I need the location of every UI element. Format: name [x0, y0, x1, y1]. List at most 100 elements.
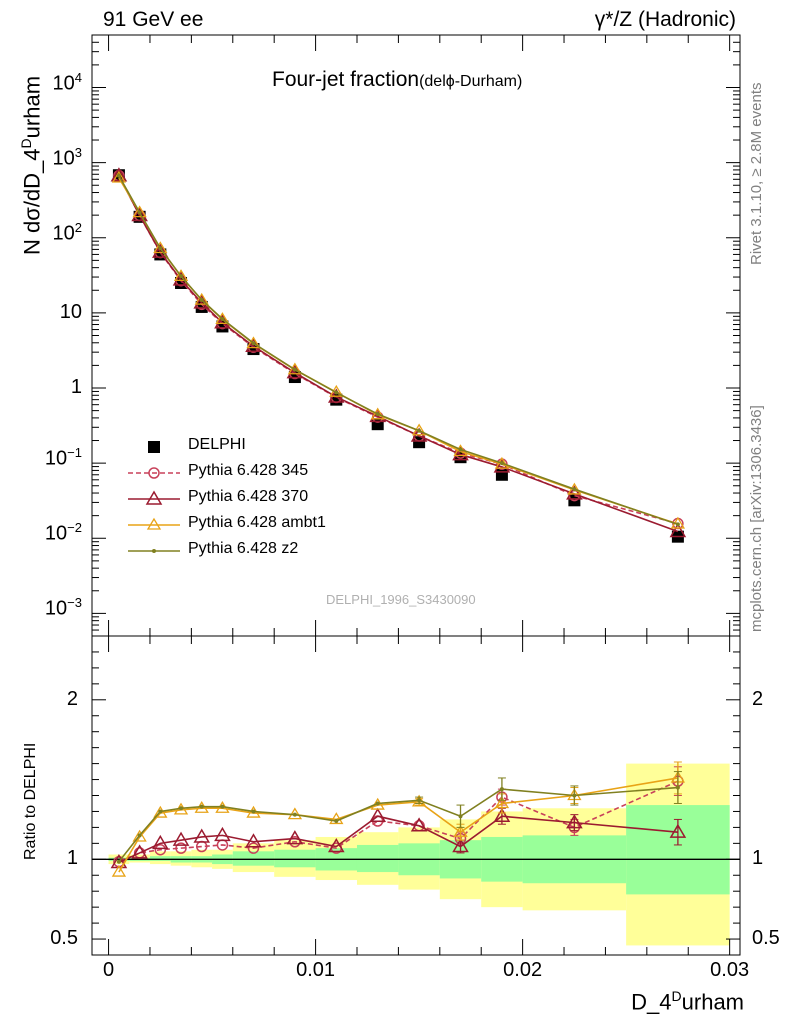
rivet-label: Rivet 3.1.10, ≥ 2.8M events	[748, 82, 765, 266]
main-series-point	[199, 297, 204, 302]
main-series-point	[675, 522, 680, 527]
y-tick-base: 10	[44, 447, 68, 470]
x-axis-label: D_4Durham	[631, 988, 744, 1015]
legend-label: Pythia 6.428 ambt1	[188, 514, 326, 531]
legend-marker	[152, 549, 156, 553]
y-tick-label: 102	[53, 220, 82, 246]
main-series-point	[193, 294, 211, 309]
ratio-series-point	[453, 824, 468, 837]
band-green	[356, 844, 399, 873]
y-tick-base: 10	[52, 222, 75, 245]
main-series-point	[370, 407, 385, 420]
ratio-series-point	[214, 826, 231, 842]
ratio-series-point	[572, 793, 577, 798]
header-right: γ*/Z (Hadronic)	[594, 8, 736, 31]
y-tick-label: 10−3	[45, 595, 82, 621]
watermark: DELPHI_1996_S3430090	[326, 592, 476, 607]
ratio-series-point	[154, 843, 167, 856]
main-series	[110, 167, 687, 543]
main-series-point	[110, 167, 128, 182]
chart-title-main: Four-jet fraction	[272, 68, 420, 91]
y-tick-label: 10	[60, 301, 82, 324]
ratio-y-tick-label-left: 0.5	[50, 927, 78, 950]
chart-title: Four-jet fraction(delϕ-Durham)	[272, 68, 522, 92]
band-green	[274, 849, 316, 868]
band-green	[232, 851, 275, 866]
y-tick-label: 10−2	[45, 520, 82, 546]
y-tick-exp: 3	[74, 144, 82, 160]
ratio-series-line	[118, 780, 679, 863]
ratio-series-point	[153, 805, 168, 818]
ratio-series-point	[669, 823, 687, 838]
ratio-series-point	[493, 807, 511, 822]
y-tick-label: 1	[71, 376, 82, 399]
main-series-point	[287, 362, 303, 375]
main-series-point	[251, 341, 256, 346]
main-series-point	[173, 269, 189, 282]
x-tick-label: 0	[102, 959, 115, 981]
y-tick-exp: −3	[67, 595, 82, 611]
ratio-series-point	[499, 787, 504, 792]
x-tick-label: 0.03	[710, 959, 750, 981]
mcplots-label: mcplots.cern.ch [arXiv:1306.3436]	[748, 405, 765, 632]
y-tick-label: 104	[53, 70, 82, 96]
main-series-point	[152, 243, 169, 258]
ratio-series-point	[566, 814, 583, 829]
ratio-series-line	[118, 815, 678, 864]
chart-title-sub: (delϕ-Durham)	[419, 73, 523, 90]
main-series-point	[172, 271, 190, 286]
main-series-point	[494, 456, 510, 469]
main-series-point	[220, 316, 225, 321]
ratio-series-point	[131, 844, 148, 859]
ratio-series-point	[172, 831, 190, 846]
ratio-y-tick-label-right: 2	[752, 687, 764, 710]
ratio-series-point	[175, 842, 187, 854]
y-tick-exp: −2	[67, 520, 82, 536]
ratio-series-point	[329, 812, 344, 825]
legend-marker	[148, 441, 160, 453]
y-tick-base: 10	[44, 522, 68, 545]
ratio-series-point	[675, 785, 680, 790]
ratio-y-tick-label-left: 2	[66, 687, 78, 710]
main-series-point	[572, 487, 577, 492]
main-series-point	[215, 312, 230, 325]
main-series-point	[417, 428, 422, 433]
main-series-point	[495, 468, 508, 481]
main-series-point	[499, 461, 504, 466]
ratio-series-point	[458, 814, 463, 819]
x-tick-label: 0.01	[296, 959, 336, 981]
legend-label: Pythia 6.428 z2	[188, 540, 299, 557]
y-axis-label-sup: D	[18, 138, 34, 149]
legend-marker	[145, 490, 163, 505]
x-axis-label-end: urham	[681, 989, 744, 1015]
ratio-y-tick-label-right: 1	[752, 847, 764, 870]
main-series-point	[452, 446, 469, 461]
y-tick-label: 103	[53, 145, 82, 171]
main-series-point	[458, 447, 463, 452]
y-tick-exp: −1	[67, 445, 82, 461]
ratio-series-point	[110, 854, 128, 869]
ratio-series-point	[132, 829, 147, 842]
main-series-point	[246, 336, 261, 349]
ratio-series-point	[334, 819, 339, 824]
main-series-point	[111, 170, 127, 183]
x-axis-label-sup: D	[671, 988, 682, 1004]
ratio-series-point	[452, 838, 469, 853]
main-series-point	[375, 412, 380, 417]
main-series-point	[116, 173, 121, 178]
ratio-series-point	[137, 833, 142, 838]
ratio-series-point	[327, 838, 345, 853]
main-series-point	[132, 205, 147, 218]
ratio-series-point	[289, 836, 301, 848]
ratio-series-point	[158, 809, 163, 814]
y-axis-label-main: N dσ/dD_4	[19, 148, 45, 255]
legend-label: DELPHI	[188, 436, 246, 453]
ratio-series-point	[494, 796, 510, 809]
ratio-series-point	[193, 828, 211, 843]
y-tick-label: 10−1	[45, 445, 82, 471]
y-tick-base: 10	[44, 598, 68, 621]
y-axis-label: N dσ/dD_4Durham	[18, 76, 45, 255]
ratio-series-point	[179, 806, 184, 811]
ratio-series-point	[152, 834, 169, 850]
